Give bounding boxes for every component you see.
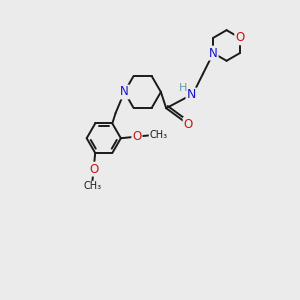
Text: O: O xyxy=(235,31,244,44)
Text: N: N xyxy=(187,88,196,101)
Text: CH₃: CH₃ xyxy=(83,182,101,191)
Text: CH₃: CH₃ xyxy=(149,130,167,140)
Text: N: N xyxy=(120,85,129,98)
Text: O: O xyxy=(184,118,193,131)
Text: N: N xyxy=(209,46,218,60)
Text: O: O xyxy=(132,130,142,143)
Text: O: O xyxy=(89,163,98,176)
Text: H: H xyxy=(179,83,187,94)
